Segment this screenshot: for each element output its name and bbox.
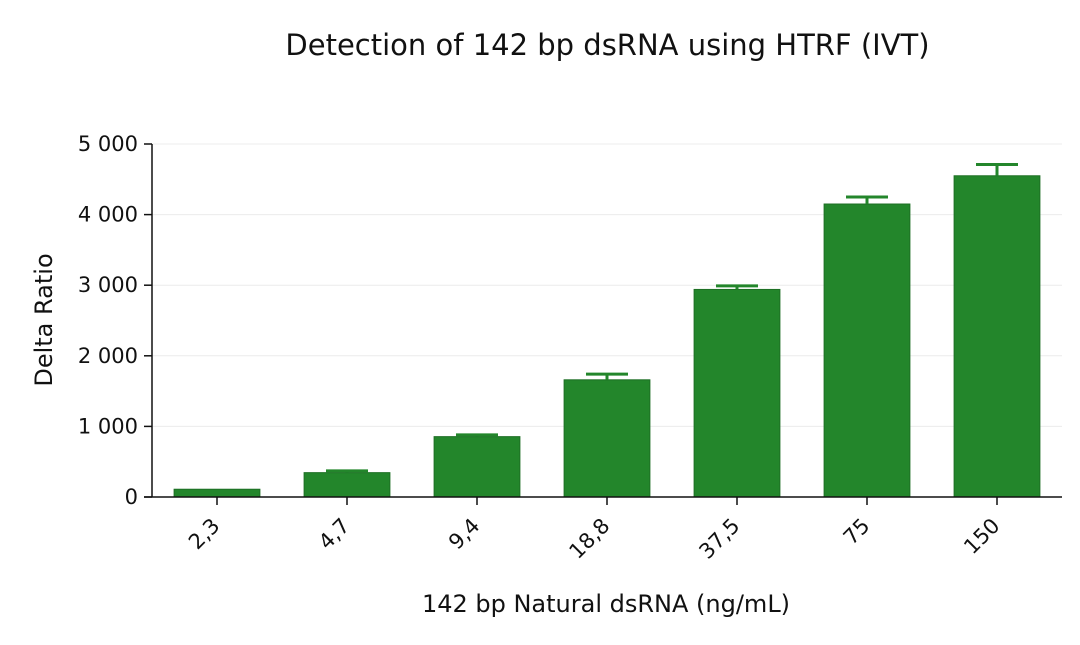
bar: [953, 175, 1041, 498]
bar: [693, 288, 781, 498]
y-tick-label: 1 000: [78, 414, 138, 438]
y-axis-label: Delta Ratio: [30, 253, 58, 386]
x-tick-label: 150: [959, 514, 1004, 559]
y-tick-label: 2 000: [78, 344, 138, 368]
y-tick-label: 0: [125, 485, 138, 509]
x-ticks: 2,3 4,7 9,4 18,8 37,5 75 150: [184, 497, 1005, 564]
chart-title: Detection of 142 bp dsRNA using HTRF (IV…: [285, 28, 930, 62]
y-tick-label: 4 000: [78, 203, 138, 227]
error-bars: [326, 162, 1018, 473]
x-tick-label: 18,8: [564, 514, 614, 564]
y-tick-label: 5 000: [78, 132, 138, 156]
y-ticks: 0 1 000 2 000 3 000 4 000 5 000: [78, 132, 152, 509]
bar: [433, 436, 521, 498]
x-tick-label: 9,4: [444, 514, 485, 555]
y-tick-label: 3 000: [78, 273, 138, 297]
axes: [144, 144, 1062, 498]
x-tick-label: 75: [839, 514, 875, 550]
bar: [173, 488, 261, 498]
x-axis-label: 142 bp Natural dsRNA (ng/mL): [422, 590, 790, 618]
x-tick-label: 2,3: [184, 514, 225, 555]
bar: [823, 203, 911, 498]
bar: [563, 379, 651, 498]
x-tick-label: 37,5: [694, 514, 744, 564]
x-tick-label: 4,7: [314, 514, 355, 555]
bar: [303, 472, 391, 498]
bars: [173, 175, 1041, 498]
